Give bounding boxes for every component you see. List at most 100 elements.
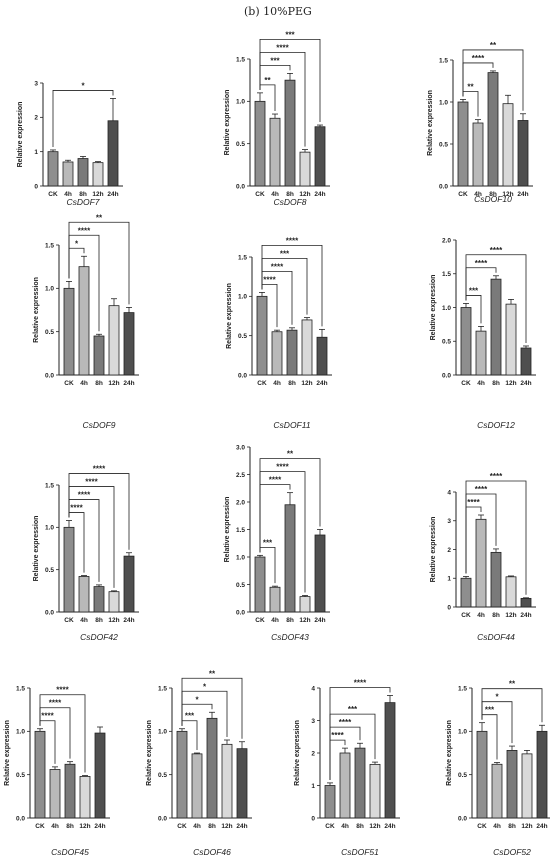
bar-24h: [123, 312, 135, 376]
significance-label: ****: [263, 275, 276, 284]
bar-8h: [354, 747, 366, 819]
chart-CsDOF43: 0.0 0.5 1.0 1.5 2.0 2.5 3.0 Relative expression…: [224, 444, 330, 642]
bar-CK: [460, 577, 472, 608]
y-tick-label: 1.0: [238, 294, 247, 301]
bar-CK: [460, 307, 472, 376]
y-axis-label: Relative expression: [427, 90, 434, 156]
x-tick-label: 12h: [79, 823, 90, 830]
y-tick-label: 0.5: [439, 141, 448, 148]
x-tick-label: CK: [64, 380, 74, 387]
y-tick-label: 0: [447, 604, 451, 611]
significance-label: ****: [70, 504, 83, 513]
significance-label: *: [495, 693, 499, 702]
significance-label: **: [467, 82, 474, 91]
significance-bracket: [68, 473, 130, 550]
bar-8h: [206, 717, 218, 819]
y-axis-label: Relative expression: [33, 516, 40, 582]
significance-label: *: [203, 682, 207, 691]
bar-CK: [176, 730, 188, 819]
x-tick-label: 12h: [521, 823, 532, 830]
bar-24h: [123, 555, 135, 613]
x-tick-label: 4h: [64, 191, 72, 198]
bar-4h: [271, 331, 283, 376]
significance-bracket: [259, 471, 306, 593]
significance-label: ****: [286, 236, 299, 245]
y-tick-label: 0.5: [45, 329, 54, 336]
bar-CK: [476, 730, 488, 819]
significance-bracket: [261, 244, 323, 327]
bar-12h: [521, 753, 533, 819]
x-tick-label: 12h: [108, 617, 119, 624]
y-tick-label: 1.0: [439, 99, 448, 106]
significance-label: ****: [78, 226, 91, 235]
y-tick-label: 1.0: [45, 286, 54, 293]
gene-name: CsDOF8: [273, 197, 306, 207]
y-tick-label: 0.5: [16, 772, 25, 779]
bar-8h: [490, 551, 502, 608]
x-tick-label: 4h: [341, 823, 349, 830]
x-tick-label: CK: [257, 380, 267, 387]
x-tick-label: 24h: [94, 823, 105, 830]
x-tick-label: 24h: [384, 823, 395, 830]
chart-CsDOF8: 0.0 0.5 1.0 1.5 Relative expression CK 4h 8h 12h…: [224, 30, 330, 207]
y-tick-label: 0.0: [442, 372, 451, 379]
x-tick-label: 24h: [517, 191, 528, 198]
significance-label: ****: [41, 712, 54, 721]
y-axis-label: Relative expression: [226, 283, 233, 349]
y-tick-label: 1.5: [458, 685, 467, 692]
x-tick-label: 24h: [123, 380, 134, 387]
x-tick-label: 4h: [271, 617, 279, 624]
y-tick-label: 1.5: [45, 242, 54, 249]
y-tick-label: 1: [34, 149, 38, 156]
bar-4h: [339, 752, 351, 819]
bar-CK: [254, 100, 266, 187]
y-tick-label: 3: [34, 80, 38, 87]
bar-4h: [62, 161, 74, 187]
x-tick-label: 8h: [208, 823, 216, 830]
significance-label: ****: [276, 463, 289, 472]
y-tick-label: 2: [447, 547, 451, 554]
x-tick-label: 24h: [314, 191, 325, 198]
significance-label: *: [195, 695, 199, 704]
bar-CK: [457, 101, 469, 187]
chart-CsDOF44: 0 1 2 3 4 Relative expression CK 4h 8h 12h 24h ****…: [430, 472, 536, 642]
y-tick-label: 4: [311, 685, 315, 692]
significance-bracket: [68, 486, 115, 588]
chart-CsDOF12: 0.0 0.5 1.0 1.5 2.0 Relative expression CK 4h 8h…: [430, 237, 536, 430]
y-tick-label: 1.0: [442, 305, 451, 312]
y-tick-label: 1.0: [158, 729, 167, 736]
y-tick-label: 1.0: [236, 554, 245, 561]
y-tick-label: 0.0: [45, 372, 54, 379]
bar-24h: [314, 534, 326, 613]
bar-CK: [63, 287, 75, 376]
significance-label: ***: [348, 705, 358, 714]
y-tick-label: 3: [311, 718, 315, 725]
bar-12h: [299, 596, 311, 613]
x-tick-label: CK: [477, 823, 487, 830]
gene-name: CsDOF11: [273, 420, 310, 430]
x-tick-label: 8h: [492, 380, 500, 387]
bar-4h: [269, 117, 281, 187]
bar-24h: [384, 702, 396, 819]
y-tick-label: 0.5: [158, 772, 167, 779]
significance-bracket: [68, 221, 130, 305]
bar-24h: [314, 126, 326, 187]
bar-24h: [536, 730, 548, 819]
gene-name: CsDOF44: [477, 632, 515, 642]
significance-label: ***: [280, 249, 290, 258]
y-axis-label: Relative expression: [146, 720, 153, 786]
y-tick-label: 2: [311, 750, 315, 757]
gene-name: CsDOF42: [80, 632, 118, 642]
bar-12h: [221, 743, 233, 819]
x-tick-label: 12h: [92, 191, 103, 198]
bar-12h: [369, 763, 381, 819]
bar-12h: [505, 303, 517, 376]
x-tick-label: 8h: [79, 191, 87, 198]
significance-label: ***: [485, 706, 495, 715]
significance-label: **: [264, 76, 271, 85]
bar-12h: [92, 162, 104, 187]
bar-8h: [284, 79, 296, 187]
x-tick-label: 4h: [80, 380, 88, 387]
significance-label: ****: [354, 678, 367, 687]
y-tick-label: 3.0: [236, 444, 245, 451]
